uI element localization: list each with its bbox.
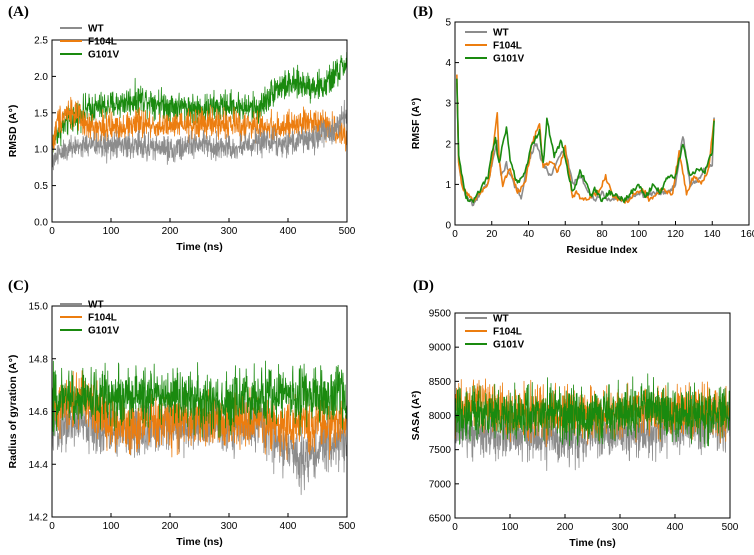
series-line-f104l [52,96,347,153]
legend-label-wt: WT [88,24,104,35]
legend-label-g101v: G101V [493,54,524,65]
series-layer [455,373,730,472]
y-tick-label: 9000 [429,343,452,354]
x-tick-label: 0 [49,521,55,532]
y-tick-label: 8000 [429,411,452,422]
series-layer [52,360,347,496]
legend-label-f104l: F104L [493,327,522,338]
series-layer [52,51,347,171]
y-tick-label: 0.0 [34,218,48,229]
x-tick-label: 200 [162,226,179,237]
y-axis-label: RMSD (A°) [7,105,19,158]
y-tick-label: 1.5 [34,108,48,119]
x-tick-label: 300 [221,521,238,532]
series-line-g101v [52,51,347,165]
series-line-f104l [456,74,715,204]
x-tick-label: 160 [741,229,754,240]
x-axis-label: Time (ns) [176,536,222,548]
series-line-g101v [456,78,715,204]
x-tick-label: 20 [486,229,498,240]
x-tick-label: 40 [523,229,535,240]
x-tick-label: 400 [280,521,297,532]
y-tick-label: 7500 [429,445,452,456]
series-line-g101v [52,360,347,438]
x-tick-label: 0 [49,226,55,237]
y-tick-label: 0 [445,221,451,232]
y-tick-label: 6500 [429,514,452,525]
plot-frame [454,21,750,226]
y-tick-label: 2.0 [34,72,48,83]
x-tick-label: 80 [596,229,608,240]
legend-label-g101v: G101V [88,326,119,337]
x-tick-label: 500 [339,226,356,237]
panel-letter: (D) [413,278,434,294]
y-tick-label: 2 [445,139,451,150]
panel-letter: (A) [8,4,29,20]
legend-label-f104l: F104L [88,37,117,48]
plot-frame [51,39,348,223]
legend: WT F104L G101V [465,314,524,351]
x-tick-label: 100 [502,522,519,533]
series-line-wt [52,99,347,171]
y-tick-label: 1.0 [34,145,48,156]
x-tick-label: 0 [452,229,458,240]
y-tick-label: 7000 [429,479,452,490]
x-tick-label: 300 [221,226,238,237]
y-axis-label: SASA (A²) [410,391,422,441]
x-tick-label: 400 [280,226,297,237]
y-tick-label: 14.6 [29,407,49,418]
x-tick-label: 400 [667,522,684,533]
x-tick-label: 200 [557,522,574,533]
legend: WT F104L G101V [465,28,524,65]
panel-3: (D) 0 100 200 300 400 500 6500 7000 7500 8000 8500 9… [410,278,739,549]
y-tick-label: 2.5 [34,36,48,47]
y-tick-label: 8500 [429,377,452,388]
x-tick-label: 100 [630,229,647,240]
y-tick-label: 9500 [429,309,452,320]
y-tick-label: 14.4 [29,460,49,471]
y-tick-label: 4 [445,58,451,69]
x-tick-label: 500 [722,522,739,533]
y-axis-label: RMSF (A°) [410,98,422,149]
panel-letter: (B) [413,4,433,20]
x-axis-label: Time (ns) [569,537,615,549]
series-line-g101v [455,373,730,448]
y-axis-label: Radius of gyration (A°) [7,355,19,469]
y-tick-label: 1 [445,180,451,191]
x-tick-label: 120 [667,229,684,240]
series-layer [456,74,715,207]
y-tick-label: 3 [445,99,451,110]
x-tick-label: 140 [704,229,721,240]
legend-label-g101v: G101V [493,340,524,351]
x-tick-label: 100 [103,226,120,237]
panel-1: (B) 0 20 40 60 80 100 120 140 160 0 1 2 3 4 5 Residue In… [410,4,754,256]
y-tick-label: 14.8 [29,354,49,365]
x-tick-label: 500 [339,521,356,532]
x-axis-label: Residue Index [566,244,637,256]
legend-label-wt: WT [493,28,509,39]
legend-label-wt: WT [493,314,509,325]
panel-letter: (C) [8,278,29,294]
legend-label-f104l: F104L [493,41,522,52]
x-tick-label: 60 [560,229,572,240]
legend: WT F104L G101V [60,24,119,61]
legend-label-g101v: G101V [88,50,119,61]
legend-label-f104l: F104L [88,313,117,324]
x-axis-label: Time (ns) [176,241,222,253]
y-tick-label: 15.0 [29,302,49,313]
series-line-wt [456,82,715,207]
x-tick-label: 100 [103,521,120,532]
y-tick-label: 5 [445,18,451,29]
legend: WT F104L G101V [60,300,119,337]
y-tick-label: 14.2 [29,513,49,524]
panel-2: (C) 0 100 200 300 400 500 14.2 14.4 14.6 14.8 15.0 T… [7,278,356,548]
x-tick-label: 300 [612,522,629,533]
y-tick-label: 0.5 [34,181,48,192]
legend-label-wt: WT [88,300,104,311]
panel-0: (A) 0 100 200 300 400 500 0.0 0.5 1.0 1.5 2.0 2.5 Tim… [7,4,356,253]
x-tick-label: 200 [162,521,179,532]
x-tick-label: 0 [452,522,458,533]
